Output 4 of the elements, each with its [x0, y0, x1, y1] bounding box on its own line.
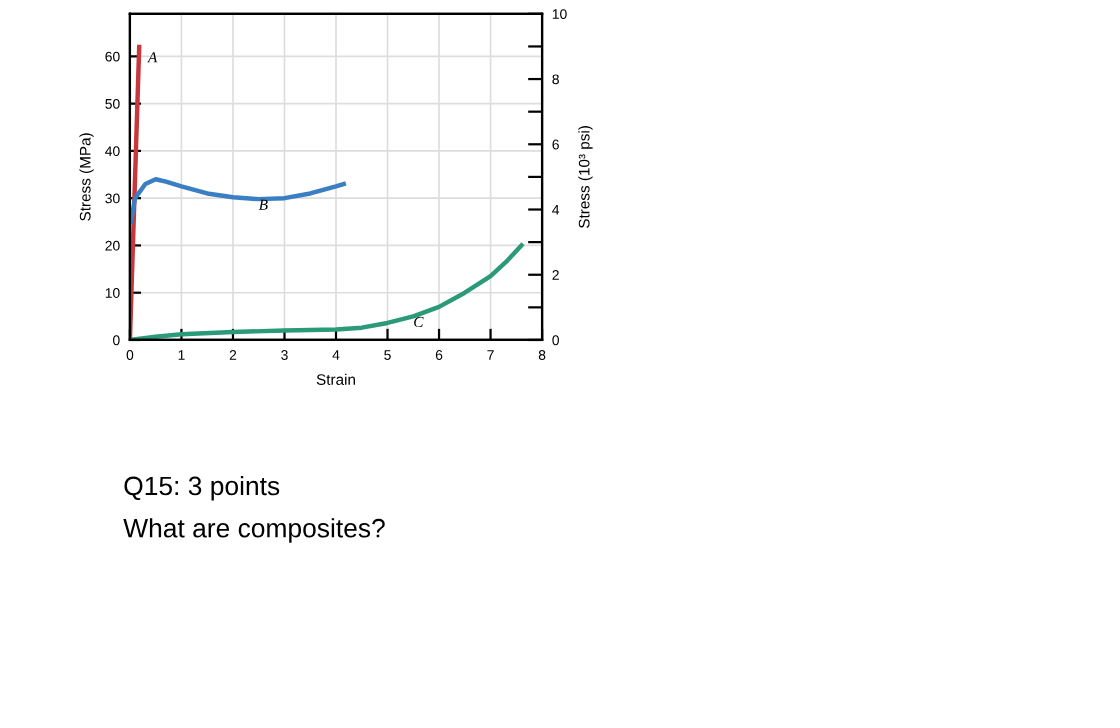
line-series [129, 177, 346, 225]
text: Q15: 3 points [124, 475, 280, 501]
line-series [129, 243, 524, 340]
text: What are composites? [123, 518, 385, 543]
